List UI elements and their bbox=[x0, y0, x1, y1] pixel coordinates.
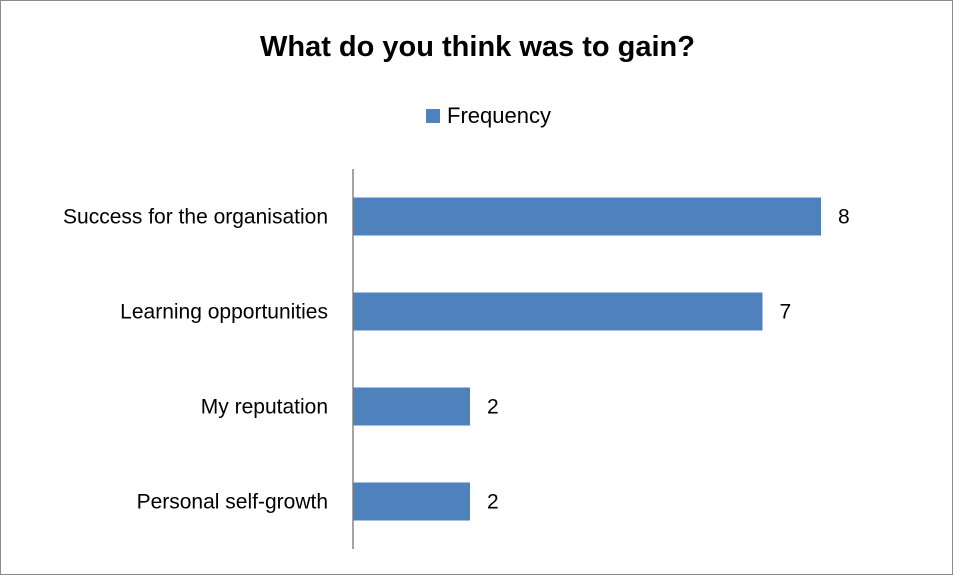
data-label: 2 bbox=[487, 396, 499, 419]
category-label: Personal self-growth bbox=[137, 491, 328, 514]
category-label: My reputation bbox=[201, 396, 328, 419]
legend-swatch bbox=[426, 109, 440, 123]
bar bbox=[353, 387, 470, 426]
data-label: 2 bbox=[487, 491, 499, 514]
legend: Frequency bbox=[426, 103, 551, 129]
bar bbox=[353, 292, 763, 331]
bar bbox=[353, 482, 470, 521]
legend-label: Frequency bbox=[447, 103, 551, 128]
chart-title: What do you think was to gain? bbox=[260, 31, 695, 63]
category-label: Success for the organisation bbox=[63, 206, 328, 229]
bar bbox=[353, 197, 821, 236]
category-label: Learning opportunities bbox=[120, 301, 328, 324]
data-label: 7 bbox=[780, 301, 792, 324]
data-label: 8 bbox=[838, 206, 850, 229]
